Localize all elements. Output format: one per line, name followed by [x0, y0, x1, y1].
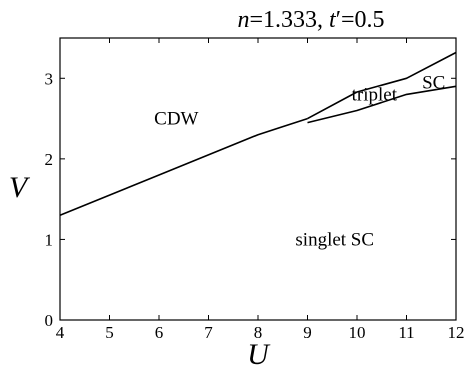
y-tick-label: 2	[45, 150, 54, 169]
title-n-symbol: n	[237, 7, 249, 33]
title-n-value: =1.333,	[249, 7, 329, 33]
chart-title: n=1.333, t′=0.5	[237, 7, 384, 33]
x-tick-label: 7	[204, 323, 213, 342]
x-tick-label: 12	[448, 323, 465, 342]
x-tick-label: 10	[349, 323, 366, 342]
region-labels: CDW singlet SC triplet SC	[154, 72, 445, 250]
region-label: singlet SC	[295, 229, 374, 250]
phase-boundary-line-1	[59, 117, 308, 217]
phase-boundary-line-3	[307, 85, 457, 124]
x-tick-label: 8	[254, 323, 263, 342]
region-label: SC	[422, 72, 445, 93]
svg-text:n=1.333, t′=0.5: n=1.333, t′=0.5	[237, 7, 384, 33]
phase-boundaries	[59, 51, 457, 217]
x-tick-label: 9	[303, 323, 312, 342]
x-tick-label: 11	[398, 323, 414, 342]
phase-boundary-line-2	[307, 51, 457, 120]
x-tick-label: 4	[56, 323, 65, 342]
x-axis-label: U	[247, 338, 271, 371]
title-t-value: ′=0.5	[336, 7, 385, 33]
x-tick-label: 5	[105, 323, 114, 342]
x-tick-label: 6	[155, 323, 164, 342]
y-axis-label: V	[9, 171, 31, 204]
region-label: triplet	[352, 84, 398, 105]
y-tick-label: 1	[45, 230, 54, 249]
title-t-symbol: t	[329, 7, 337, 33]
y-tick-label: 3	[45, 69, 54, 88]
y-tick-label: 0	[45, 311, 54, 330]
region-label: CDW	[154, 109, 198, 130]
